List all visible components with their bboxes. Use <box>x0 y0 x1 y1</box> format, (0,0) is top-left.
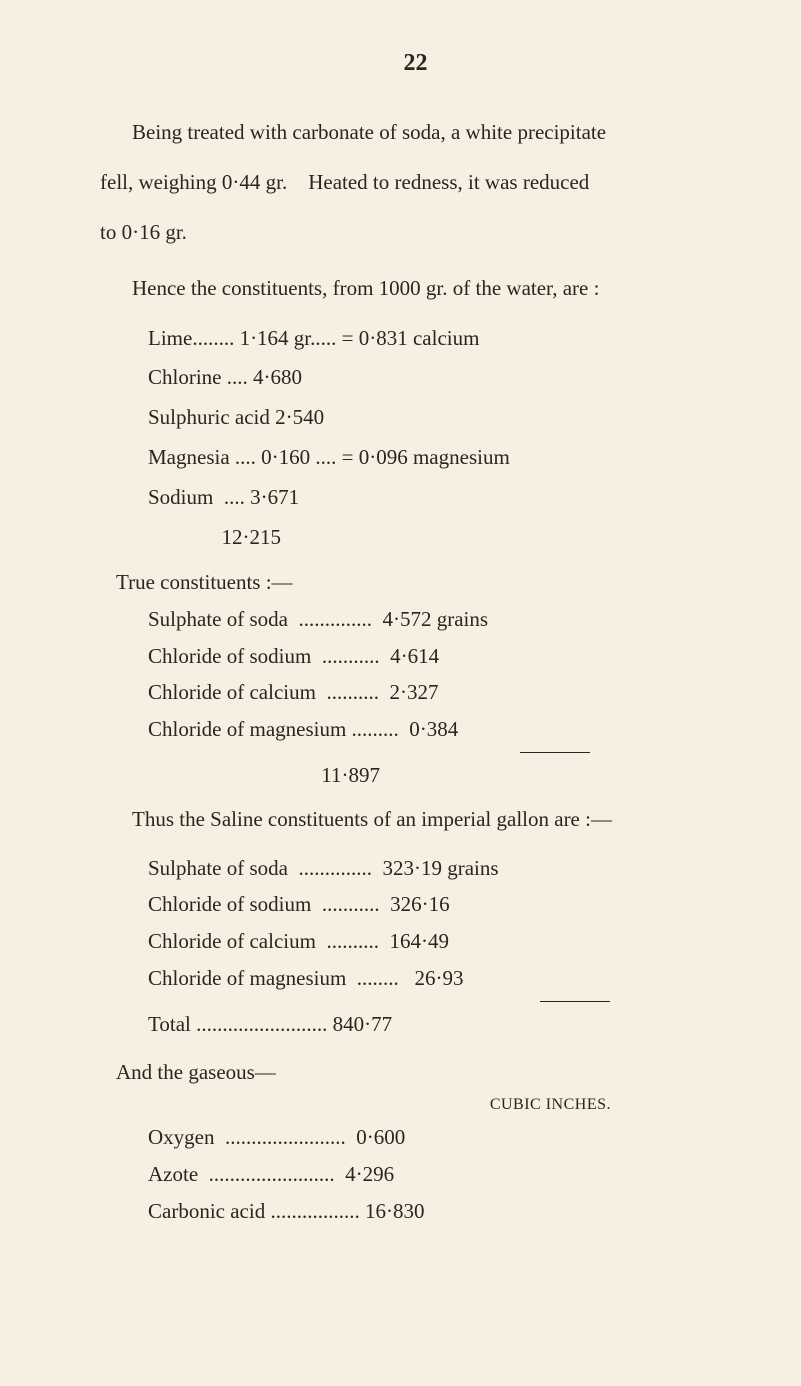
hence-heading: Hence the constituents, from 1000 gr. of… <box>100 269 731 309</box>
saline-row-chloride-sodium: Chloride of sodium ........... 326·16 <box>148 886 731 923</box>
true-constituents-heading: True constituents :— <box>116 570 731 595</box>
rule-divider <box>520 752 590 753</box>
gaseous-unit-label: CUBIC INCHES. <box>100 1091 731 1119</box>
saline-row-chloride-calcium: Chloride of calcium .......... 164·49 <box>148 923 731 960</box>
first-table-row-magnesia: Magnesia .... 0·160 .... = 0·096 magnesi… <box>148 438 731 478</box>
true-row-chloride-magnesium: Chloride of magnesium ......... 0·384 <box>148 711 731 748</box>
gaseous-row-azote: Azote ........................ 4·296 <box>148 1156 731 1193</box>
saline-heading: Thus the Saline constituents of an imper… <box>100 800 731 840</box>
true-row-sulphate-soda: Sulphate of soda .............. 4·572 gr… <box>148 601 731 638</box>
saline-row-sulphate-soda: Sulphate of soda .............. 323·19 g… <box>148 850 731 887</box>
page: 22 Being treated with carbonate of soda,… <box>0 0 801 1386</box>
intro-line-3: to 0·16 gr. <box>100 213 731 253</box>
first-table-row-lime: Lime........ 1·164 gr..... = 0·831 calci… <box>148 319 731 359</box>
first-table-total: 12·215 <box>148 518 731 558</box>
true-row-chloride-calcium: Chloride of calcium .......... 2·327 <box>148 674 731 711</box>
intro-line-1: Being treated with carbonate of soda, a … <box>100 113 731 153</box>
first-table-row-sulphuric: Sulphuric acid 2·540 <box>148 398 731 438</box>
first-table-row-chlorine: Chlorine .... 4·680 <box>148 358 731 398</box>
gaseous-heading: And the gaseous— <box>116 1060 731 1085</box>
intro-line-2: fell, weighing 0·44 gr. Heated to rednes… <box>100 163 731 203</box>
saline-row-chloride-magnesium: Chloride of magnesium ........ 26·93 <box>148 960 731 997</box>
first-table-row-sodium: Sodium .... 3·671 <box>148 478 731 518</box>
gaseous-row-carbonic: Carbonic acid ................. 16·830 <box>148 1193 731 1230</box>
gaseous-row-oxygen: Oxygen ....................... 0·600 <box>148 1119 731 1156</box>
saline-row-total: Total ......................... 840·77 <box>148 1006 731 1043</box>
page-number: 22 <box>100 50 731 77</box>
true-row-total: 11·897 <box>148 757 731 794</box>
rule-divider <box>540 1001 610 1002</box>
true-row-chloride-sodium: Chloride of sodium ........... 4·614 <box>148 638 731 675</box>
